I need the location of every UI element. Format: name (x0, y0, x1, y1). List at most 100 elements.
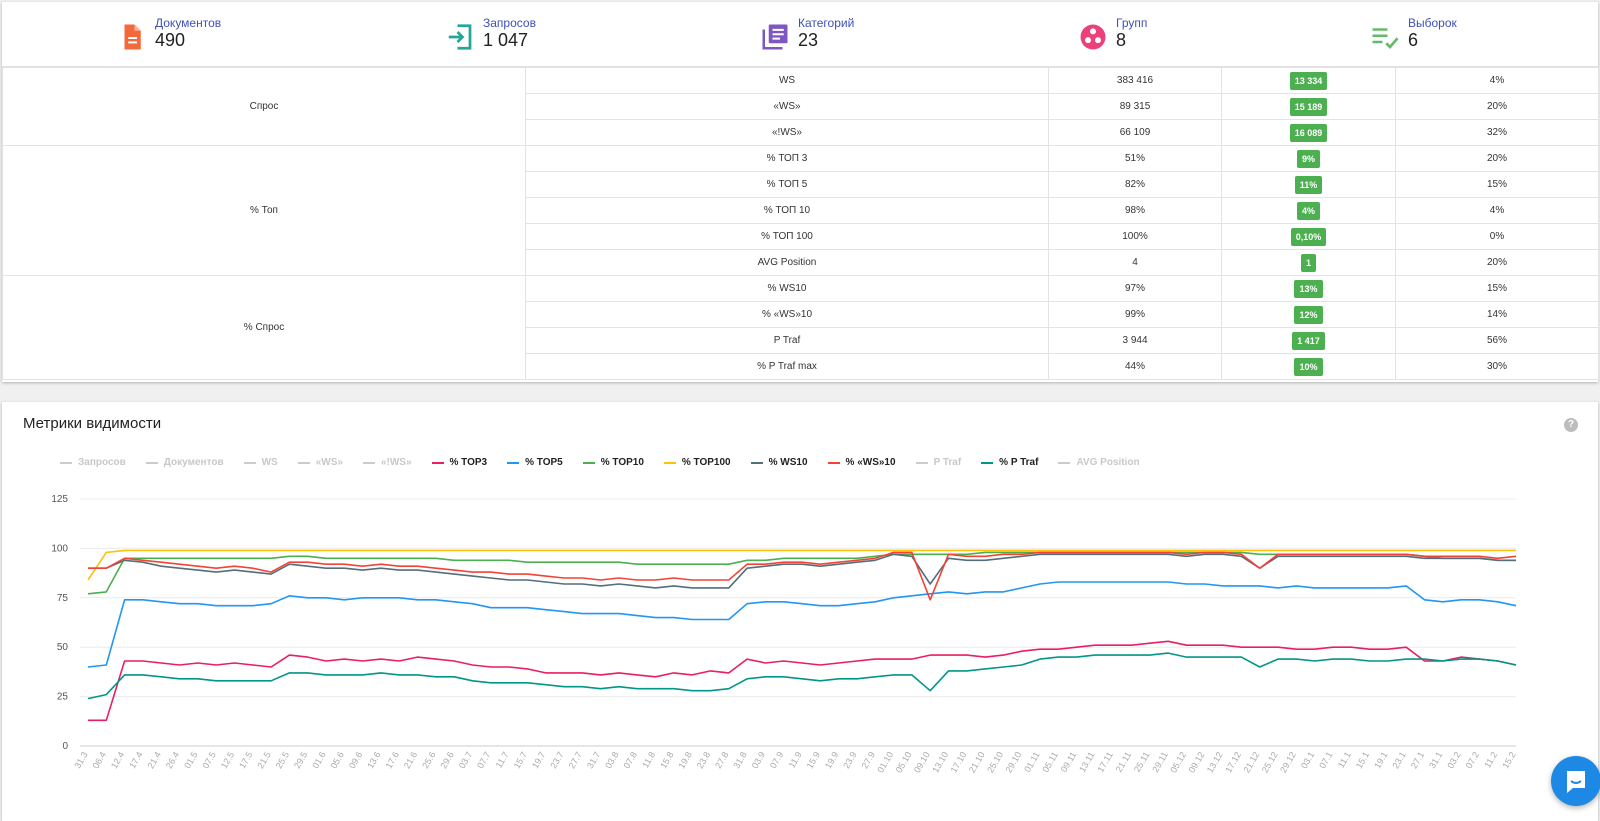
legend-item[interactable]: % WS10 (750, 457, 808, 468)
legend-item[interactable]: % TOP3 (431, 457, 487, 468)
series-line[interactable] (88, 640, 1517, 722)
legend-item[interactable]: % «WS»10 (827, 457, 896, 468)
x-tick-label: 07.2 (1464, 750, 1481, 770)
series-line[interactable] (87, 549, 1516, 581)
table-row: % ТОП 5 82% 11% 15% (3, 171, 1599, 198)
legend-item[interactable]: % P Traf (981, 457, 1038, 468)
percent-cell: 32% (1395, 119, 1599, 146)
legend-item[interactable]: Документов (145, 457, 224, 468)
chat-button[interactable] (1551, 756, 1600, 806)
legend-item[interactable]: % TOP5 (507, 457, 563, 468)
legend-label: % TOP10 (600, 457, 644, 468)
x-tick-label: 23.9 (841, 750, 858, 770)
x-tick-label: 19.9 (823, 750, 840, 770)
x-tick-label: 13.11 (1077, 750, 1097, 774)
legend-item[interactable]: P Traf (915, 457, 961, 468)
delta-cell: 9% (1221, 145, 1396, 172)
x-tick-label: 17.10 (949, 750, 969, 775)
legend-label: % TOP5 (525, 457, 563, 468)
x-tick-label: 01.5 (182, 750, 199, 770)
legend-label: % TOP100 (681, 457, 731, 468)
series-line[interactable] (88, 553, 1516, 589)
legend-swatch (981, 461, 994, 464)
legend-item[interactable]: Запросов (60, 457, 126, 468)
delta-cell: 13% (1221, 275, 1396, 302)
legend-item[interactable]: % TOP10 (582, 457, 644, 468)
value-cell: 100% (1048, 223, 1222, 250)
x-tick-label: 03.8 (603, 750, 620, 770)
delta-cell: 0,10% (1221, 223, 1396, 250)
percent-cell: 20% (1395, 249, 1599, 276)
x-tick-label: 07.5 (200, 750, 217, 770)
delta-cell: 15 189 (1221, 93, 1396, 120)
table-row: % ТОП 100 100% 0,10% 0% (3, 223, 1599, 250)
stat-label: Категорий (798, 16, 855, 30)
percent-cell: 4% (1395, 67, 1599, 94)
x-tick-label: 01.6 (310, 750, 327, 770)
stat-groups[interactable]: Групп 8 (1078, 16, 1147, 52)
x-tick-label: 17.4 (127, 750, 144, 770)
delta-badge: 16 089 (1289, 123, 1328, 142)
percent-cell: 14% (1395, 301, 1599, 328)
x-tick-label: 27.8 (713, 750, 730, 770)
legend-swatch (750, 461, 763, 464)
legend-label: % P Traf (999, 457, 1039, 468)
x-tick-label: 25.12 (1260, 750, 1280, 775)
x-tick-label: 07.1 (1317, 750, 1334, 770)
series-line[interactable] (87, 581, 1517, 668)
x-tick-label: 21.11 (1114, 750, 1134, 774)
x-tick-label: 21.4 (146, 750, 163, 770)
legend-swatch (297, 461, 310, 464)
x-tick-label: 25.10 (985, 750, 1005, 775)
x-tick-label: 12.5 (219, 750, 236, 770)
x-tick-label: 25.5 (274, 750, 291, 770)
legend-item[interactable]: AVG Position (1058, 457, 1140, 468)
legend-item[interactable]: «WS» (297, 457, 343, 468)
legend-swatch (145, 461, 158, 464)
legend-swatch (1058, 461, 1071, 464)
x-tick-label: 21.6 (402, 750, 419, 770)
table-row: % Топ% ТОП 3 51% 9% 20% (2, 145, 1599, 276)
chat-icon (1567, 771, 1585, 793)
delta-cell: 1 417 (1221, 327, 1396, 354)
group-cell: Спрос (2, 67, 526, 146)
legend-item[interactable]: % TOP100 (663, 457, 731, 468)
x-tick-label: 27.1 (1409, 750, 1426, 770)
x-tick-label: 25.11 (1132, 750, 1152, 774)
x-tick-label: 11.9 (787, 750, 804, 770)
percent-cell: 56% (1395, 327, 1599, 354)
metric-cell: AVG Position (525, 249, 1049, 276)
series-line[interactable] (87, 551, 1516, 595)
stat-label: Выборок (1408, 16, 1457, 30)
legend-item[interactable]: WS (243, 457, 278, 468)
x-tick-label: 15.2 (1500, 750, 1517, 770)
stat-queries[interactable]: Запросов 1 047 (445, 16, 536, 52)
value-cell: 99% (1048, 301, 1222, 328)
stat-categories[interactable]: Категорий 23 (760, 16, 854, 52)
stat-documents[interactable]: Документов 490 (117, 16, 221, 52)
x-tick-label: 13.10 (930, 750, 950, 775)
stat-value: 6 (1408, 30, 1419, 50)
series-line[interactable] (88, 551, 1517, 601)
x-tick-label: 21.10 (967, 750, 987, 775)
table-row: % P Traf max 44% 10% 30% (3, 353, 1599, 380)
legend-swatch (827, 461, 840, 464)
stat-selections[interactable]: Выборок 6 (1370, 16, 1457, 52)
x-tick-label: 17.11 (1095, 750, 1115, 774)
group-cell: % Топ (2, 145, 526, 276)
x-tick-label: 03.2 (1445, 750, 1462, 770)
value-cell: 66 109 (1048, 119, 1222, 146)
legend-item[interactable]: «!WS» (362, 457, 412, 468)
metric-cell: % ТОП 10 (525, 197, 1049, 224)
series-line[interactable] (87, 652, 1517, 700)
x-tick-label: 27.7 (567, 750, 584, 770)
stat-label: Запросов (483, 16, 536, 30)
legend-label: Документов (163, 457, 224, 468)
x-tick-label: 21.12 (1241, 750, 1261, 775)
table-row: % ТОП 10 98% 4% 4% (3, 197, 1599, 224)
x-tick-label: 29.12 (1278, 750, 1298, 775)
x-tick-label: 09.12 (1187, 750, 1207, 775)
help-icon[interactable]: ? (1564, 418, 1578, 432)
x-tick-label: 26.4 (164, 750, 181, 770)
x-tick-label: 15.1 (1354, 750, 1371, 770)
